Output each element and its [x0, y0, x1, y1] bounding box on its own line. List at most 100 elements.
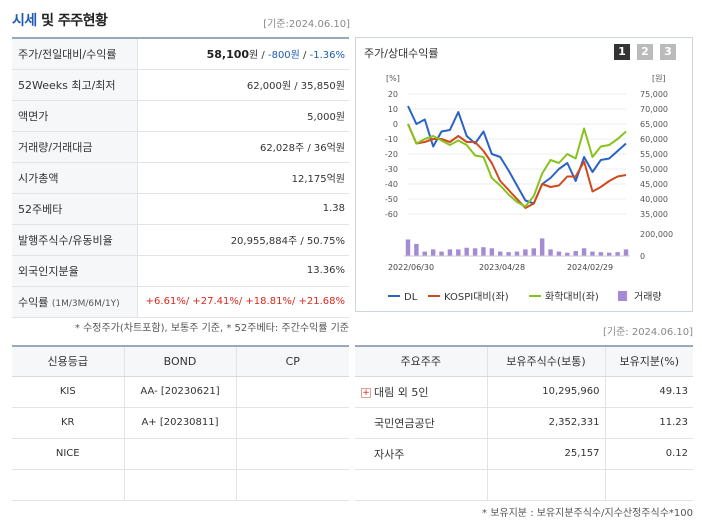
price-row: 주가/전일대비/수익률 58,100원 / -800원 / -1.36% [12, 38, 349, 70]
row-label: 발행주식수/유동비율 [12, 224, 138, 256]
right-tick-label: 50,000 [640, 165, 668, 174]
chart-page-3-button[interactable]: 3 [660, 44, 676, 60]
volume-bar [472, 248, 478, 256]
row-label: 주가/전일대비/수익률 [12, 38, 138, 70]
row-value: 13.36% [137, 255, 349, 287]
volume-bar [623, 249, 629, 256]
summary-row: 발행주식수/유동비율 20,955,884주 / 50.75% [12, 224, 349, 256]
summary-row: 액면가 5,000원 [12, 100, 349, 132]
left-tick-label: -20 [385, 150, 398, 159]
x-tick-label: 2024/02/29 [567, 263, 613, 272]
table-row: NICE [12, 438, 349, 470]
right-axis-unit: [원] [652, 74, 666, 83]
pct-cell [605, 469, 693, 501]
volume-bar [523, 249, 528, 256]
column-header: 주요주주 [355, 346, 488, 377]
summary-footnote: * 수정주가(차트포함), 보통주 기준, * 52주베타: 주간수익률 기준 [74, 323, 349, 334]
table-row: 자사주 25,157 0.12 [355, 438, 693, 470]
summary-row: 거래량/거래대금 62,028주 / 36억원 [12, 131, 349, 163]
table-cell [236, 469, 349, 501]
row-label: 액면가 [12, 100, 138, 132]
shares-cell: 10,295,960 [487, 376, 606, 408]
right-tick-label: 70,000 [640, 105, 668, 114]
volume-bar [506, 252, 511, 256]
left-tick-label: 20 [388, 90, 398, 99]
volume-bar [548, 249, 553, 256]
volume-bar [565, 252, 570, 256]
table-header-row: 주요주주 보유주식수(보통) 보유지분(%) [355, 346, 693, 377]
shareholder-name-cell: + 대림 외 5인 [355, 376, 488, 408]
volume-bar [598, 252, 604, 256]
row-label: 수익률 (1M/3M/6M/1Y) [12, 286, 138, 318]
table-cell [12, 469, 125, 501]
summary-row: 시가총액 12,175억원 [12, 162, 349, 194]
summary-row: 외국인지분율 13.36% [12, 255, 349, 287]
column-header: CP [236, 346, 349, 377]
volume-bar [489, 248, 495, 256]
row-value: 1.38 [137, 193, 349, 225]
shareholder-name-cell: 자사주 [355, 438, 488, 470]
table-cell [236, 407, 349, 439]
right-tick-label: 35,000 [640, 210, 668, 219]
legend-label: 거래량 [634, 291, 662, 303]
chart-title: 주가/상대수익률 [364, 47, 439, 60]
volume-bar [539, 238, 545, 256]
price-return-chart: [%] [원] 20 10 0 -10 -20 -30 -40 -50 -60 75,000 70,00… [385, 74, 673, 303]
table-cell [124, 438, 237, 470]
summary-row: 52Weeks 최고/최저 62,000원 / 35,850원 [12, 69, 349, 101]
left-tick-label: -60 [385, 210, 398, 219]
left-tick-label: -50 [385, 195, 398, 204]
left-tick-label: -10 [385, 135, 398, 144]
row-value: 58,100원 / -800원 / -1.36% [137, 38, 349, 70]
series-line [407, 123, 627, 208]
row-label: 52주베타 [12, 193, 138, 225]
left-tick-label: 0 [393, 120, 398, 129]
left-tick-label: -40 [385, 180, 398, 189]
volume-bar [590, 251, 595, 256]
shareholder-name-cell [355, 469, 488, 501]
right-tick-label: 65,000 [640, 120, 668, 129]
volume-bar [414, 243, 419, 256]
plus-square-icon[interactable]: + [361, 387, 371, 398]
volume-bar [615, 252, 620, 256]
table-header-row: 신용등급 BOND CP [12, 346, 349, 377]
return-label: 수익률 [18, 295, 49, 309]
volume-bar [581, 248, 587, 256]
x-tick-label: 2023/04/28 [479, 263, 525, 272]
return-6m: +18.81%/ [242, 296, 296, 307]
right-tick-label: 45,000 [640, 180, 668, 189]
row-value: 20,955,884주 / 50.75% [137, 224, 349, 256]
section-title: 시세 및 주주현황 [12, 10, 108, 30]
volume-tick-label: 0 [640, 252, 645, 261]
volume-bar [498, 251, 503, 256]
summary-row: 52주베타 1.38 [12, 193, 349, 225]
row-label: 시가총액 [12, 162, 138, 194]
row-value: +6.61%/ +27.41%/ +18.81%/ +21.68% [137, 286, 349, 318]
row-value: 62,000원 / 35,850원 [137, 69, 349, 101]
volume-bar [464, 247, 469, 256]
row-value: 12,175억원 [137, 162, 349, 194]
volume-bar [531, 248, 536, 256]
legend-label: 화학대비(좌) [545, 291, 599, 303]
shareholder-name[interactable]: 대림 외 5인 [374, 385, 429, 399]
chart-reference-date: [기준: 2024.06.10] [602, 327, 693, 338]
volume-bar [456, 249, 461, 256]
row-label: 거래량/거래대금 [12, 131, 138, 163]
chart-page-1-button[interactable]: 1 [614, 44, 630, 60]
volume-bar [447, 249, 453, 256]
pct-cell: 0.12 [605, 438, 693, 470]
row-value: 5,000원 [137, 100, 349, 132]
volume-tick-label: 200,000 [640, 230, 673, 239]
price-change: -800원 [267, 50, 300, 62]
left-tick-label: 10 [388, 105, 398, 114]
return-3m: +27.41%/ [189, 296, 243, 307]
volume-bar [430, 249, 436, 256]
chart-page-2-button[interactable]: 2 [637, 44, 653, 60]
volume-bar [514, 251, 520, 256]
series-line [407, 123, 627, 209]
shares-cell: 2,352,331 [487, 407, 606, 439]
table-cell [236, 376, 349, 408]
table-row: + 대림 외 5인 10,295,960 49.13 [355, 376, 693, 408]
table-row: 국민연금공단 2,352,331 11.23 [355, 407, 693, 439]
credit-rating-table: 신용등급 BOND CP KIS AA- [20230621] KR A+ [202… [12, 345, 349, 501]
